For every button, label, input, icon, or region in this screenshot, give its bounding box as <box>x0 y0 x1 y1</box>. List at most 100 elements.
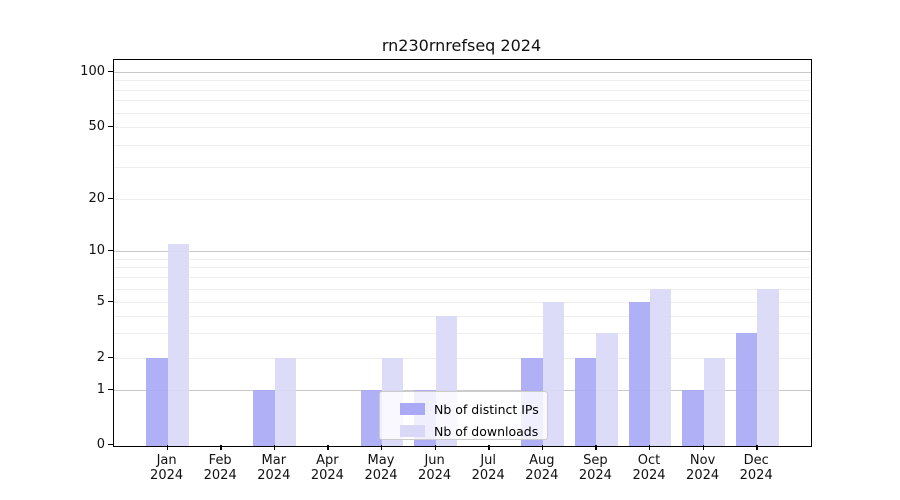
x-tick-year: 2024 <box>739 468 773 483</box>
x-tick-label: Sep 2024 <box>563 453 627 483</box>
y-tick-mark <box>108 444 113 446</box>
x-tick-mark <box>273 445 276 450</box>
legend-label-downloads: Nb of downloads <box>434 423 539 439</box>
x-tick-month: Jun <box>424 453 445 468</box>
y-minor-gridline <box>114 277 811 279</box>
x-tick-month: Aug <box>529 453 555 468</box>
y-tick-mark <box>108 250 113 252</box>
x-tick-label: Jun 2024 <box>403 453 467 483</box>
x-tick-month: Dec <box>743 453 769 468</box>
x-tick-label: May 2024 <box>349 453 413 483</box>
y-minor-gridline <box>114 80 811 82</box>
legend-entry-downloads: Nb of downloads <box>400 420 547 442</box>
y-minor-gridline <box>114 358 811 359</box>
chart-title: rn230rnrefseq 2024 <box>381 36 542 55</box>
x-tick-month: Nov <box>689 453 716 468</box>
x-tick-label: Jan 2024 <box>135 453 199 483</box>
y-tick-label: 2 <box>96 350 105 365</box>
x-tick-label: Nov 2024 <box>671 453 735 483</box>
x-tick-label: Apr 2024 <box>295 453 359 483</box>
x-tick-label: Oct 2024 <box>617 453 681 483</box>
y-minor-gridline <box>114 315 811 317</box>
x-tick-label: Mar 2024 <box>242 453 306 483</box>
bar-downloads <box>542 302 565 446</box>
x-tick-year: 2024 <box>471 468 505 483</box>
bar-distinct-ips <box>575 358 597 446</box>
legend-label-distinct-ips: Nb of distinct IPs <box>434 401 539 417</box>
x-tick-month: Oct <box>637 453 661 468</box>
legend: Nb of distinct IPs Nb of downloads <box>379 391 548 440</box>
y-minor-gridline <box>114 258 811 260</box>
bar-distinct-ips <box>253 390 275 446</box>
x-tick-month: Feb <box>208 453 232 468</box>
bar-distinct-ips <box>146 358 168 446</box>
x-tick-label: Dec 2024 <box>724 453 788 483</box>
x-tick-label: Feb 2024 <box>188 453 252 483</box>
x-tick-mark <box>434 445 436 450</box>
y-minor-gridline <box>114 288 811 290</box>
bar-downloads <box>650 288 672 446</box>
y-major-gridline <box>114 251 811 252</box>
x-tick-mark <box>488 445 490 450</box>
x-tick-year: 2024 <box>686 468 720 483</box>
x-tick-mark <box>327 445 329 450</box>
y-tick-mark <box>108 71 113 73</box>
y-tick-label: 100 <box>80 64 105 79</box>
x-tick-month: Apr <box>316 453 339 468</box>
y-minor-gridline <box>114 302 811 303</box>
x-tick-month: May <box>367 453 395 468</box>
x-tick-year: 2024 <box>525 468 559 483</box>
x-tick-year: 2024 <box>632 468 666 483</box>
x-tick-year: 2024 <box>364 468 398 483</box>
y-tick-mark <box>108 198 113 200</box>
x-tick-month: Sep <box>583 453 608 468</box>
x-tick-mark <box>381 445 383 450</box>
x-tick-mark <box>166 445 168 450</box>
y-tick-label: 1 <box>96 382 105 397</box>
x-tick-label: Jul 2024 <box>456 453 520 483</box>
x-tick-month: Jul <box>480 453 497 468</box>
x-tick-year: 2024 <box>203 468 237 483</box>
bar-distinct-ips <box>682 390 704 446</box>
y-minor-gridline <box>114 100 811 102</box>
bar-distinct-ips <box>360 390 382 446</box>
legend-swatch-distinct-ips <box>400 403 425 415</box>
x-tick-mark <box>756 445 758 450</box>
y-tick-mark <box>108 357 113 359</box>
legend-swatch-downloads <box>400 425 425 437</box>
x-tick-year: 2024 <box>150 468 184 483</box>
x-tick-year: 2024 <box>418 468 452 483</box>
y-minor-gridline <box>114 89 811 91</box>
bar-downloads <box>274 358 297 446</box>
y-minor-gridline <box>114 199 811 200</box>
bar-distinct-ips <box>735 333 758 446</box>
x-tick-mark <box>220 445 222 450</box>
legend-entry-distinct-ips: Nb of distinct IPs <box>400 398 547 420</box>
y-tick-label: 20 <box>88 191 105 206</box>
x-tick-month: Jan <box>156 453 177 468</box>
y-tick-mark <box>108 126 113 128</box>
y-minor-gridline <box>114 267 811 269</box>
y-tick-label: 10 <box>88 243 105 258</box>
bar-downloads <box>757 288 779 446</box>
x-tick-year: 2024 <box>310 468 344 483</box>
bar-downloads <box>167 243 189 446</box>
x-tick-mark <box>702 445 704 450</box>
y-minor-gridline <box>114 167 811 169</box>
y-minor-gridline <box>114 127 811 128</box>
x-tick-label: Aug 2024 <box>510 453 574 483</box>
plot-area <box>113 59 812 447</box>
y-tick-mark <box>108 389 113 391</box>
x-tick-month: Mar <box>261 453 287 468</box>
y-minor-gridline <box>114 112 811 114</box>
y-minor-gridline <box>114 333 811 335</box>
y-tick-label: 0 <box>96 437 105 452</box>
x-tick-mark <box>649 445 651 450</box>
y-tick-mark <box>108 301 113 303</box>
x-tick-year: 2024 <box>578 468 612 483</box>
y-tick-label: 5 <box>96 294 105 309</box>
y-tick-label: 50 <box>88 119 105 134</box>
bar-distinct-ips <box>628 302 650 446</box>
x-tick-mark <box>541 445 544 450</box>
